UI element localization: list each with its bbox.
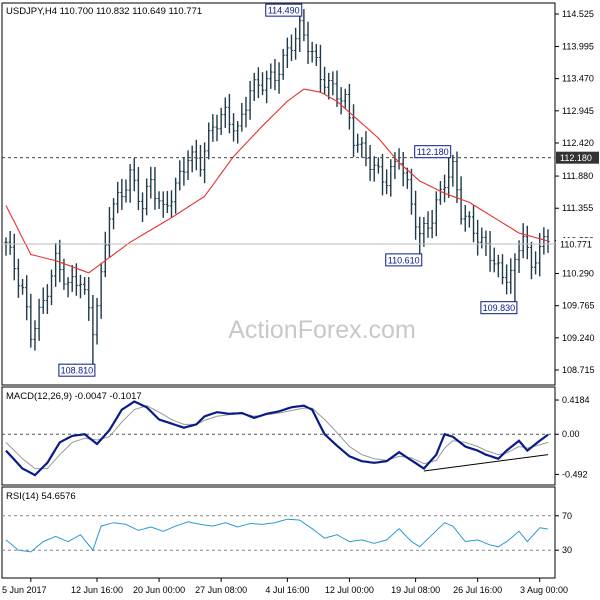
time-axis-label: 27 Jun 08:00 <box>195 585 247 595</box>
macd-label: MACD(12,26,9) -0.0047 -0.1017 <box>6 391 142 402</box>
price-axis-label: 110.290 <box>562 268 594 278</box>
price-axis-label: 111.355 <box>562 203 593 213</box>
horizontal-level-tag-box <box>556 151 599 164</box>
annotation-label: 114.490 <box>268 6 300 16</box>
time-axis: 5 Jun 2017 12 Jun 16:00 20 Jun 00:00 27 Jun… <box>2 578 568 595</box>
time-axis-label: 4 Jul 16:00 <box>265 585 309 595</box>
price-axis-label: 109.765 <box>562 301 595 311</box>
rsi-axis-label: 70 <box>562 511 572 521</box>
time-axis-label: 12 Jul 00:00 <box>325 585 374 595</box>
annotation-box <box>265 3 303 17</box>
price-annotations: 114.490 108.810 112.180 110.610 109.830 <box>58 3 518 377</box>
rsi-axis-label: 30 <box>562 545 572 555</box>
annotation-box <box>480 301 518 315</box>
price-axis-label: 112.420 <box>562 138 594 148</box>
time-axis-label: 19 Jul 08:00 <box>391 585 440 595</box>
horizontal-level-tag-label: 112.180 <box>560 153 592 163</box>
price-axis-label: 111.880 <box>562 171 593 181</box>
time-axis-label: 3 Aug 00:00 <box>520 585 568 595</box>
time-axis-label: 5 Jun 2017 <box>2 585 47 595</box>
annotation-box <box>414 145 452 159</box>
price-panel-frame <box>1 2 556 386</box>
annotation-box <box>58 363 96 377</box>
macd-main-line <box>5 400 549 477</box>
price-axis-label: 113.995 <box>562 41 594 51</box>
macd-panel-frame <box>1 386 556 486</box>
macd-trendline <box>423 454 549 472</box>
current-price-tag-box <box>556 238 599 251</box>
macd-axis-label: -0.492 <box>562 469 588 479</box>
rsi-axis: 70 30 <box>2 511 572 555</box>
price-axis-label: 113.470 <box>562 74 594 84</box>
price-axis-label: 112.945 <box>562 106 594 116</box>
macd-axis-label: 0.00 <box>562 429 580 439</box>
price-axis-label: 114.525 <box>562 9 594 19</box>
macd-axis: 0.4184 0.00 -0.492 <box>2 395 590 479</box>
annotation-label: 109.830 <box>483 303 516 313</box>
annotation-label: 110.610 <box>388 255 420 265</box>
price-axis-label: 109.240 <box>562 333 595 343</box>
current-price-tag-label: 110.771 <box>560 240 592 250</box>
price-bars <box>4 9 550 365</box>
price-axis: 114.525 113.995 113.470 112.945 112.420 111.8… <box>555 9 599 375</box>
macd-axis-label: 0.4184 <box>562 395 590 405</box>
rsi-line <box>5 518 549 553</box>
moving-average-line <box>5 88 549 274</box>
annotation-box <box>385 253 423 267</box>
symbol-header: USDJPY,H4 110.700 110.832 110.649 110.77… <box>6 6 202 17</box>
time-axis-label: 26 Jul 16:00 <box>453 585 502 595</box>
rsi-label: RSI(14) 54.6576 <box>6 491 76 502</box>
time-axis-label: 12 Jun 16:00 <box>71 585 123 595</box>
annotation-label: 108.810 <box>61 366 94 376</box>
annotation-label: 112.180 <box>417 147 449 157</box>
price-axis-label: 108.715 <box>562 365 595 375</box>
rsi-panel-frame <box>1 486 556 579</box>
watermark: ActionForex.com <box>228 316 416 344</box>
time-axis-label: 20 Jun 00:00 <box>133 585 185 595</box>
